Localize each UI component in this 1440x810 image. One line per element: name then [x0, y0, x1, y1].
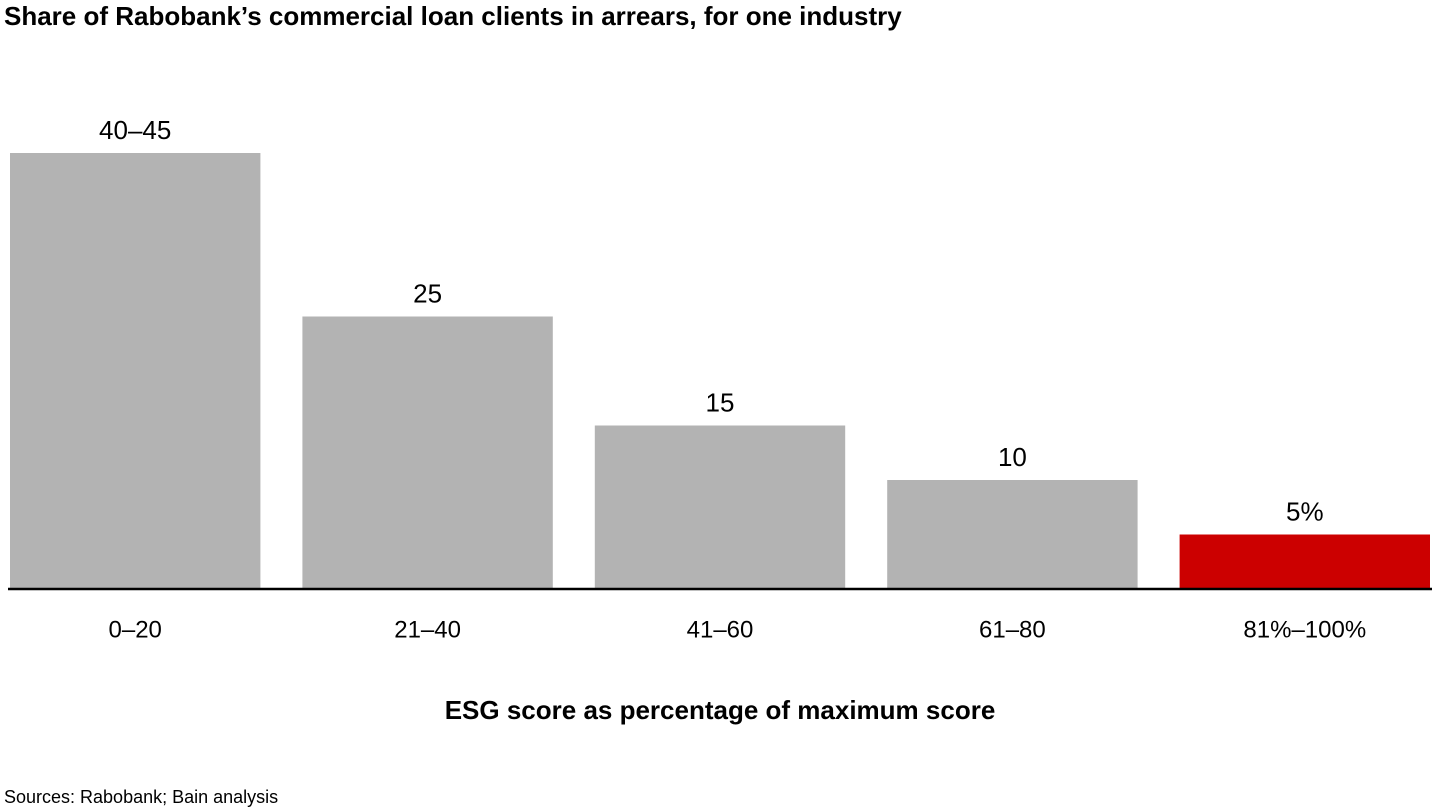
source-note: Sources: Rabobank; Bain analysis — [4, 787, 278, 807]
data-label: 10 — [998, 442, 1027, 472]
data-label: 5% — [1286, 496, 1324, 526]
x-axis-title: ESG score as percentage of maximum score — [445, 695, 996, 725]
chart-title: Share of Rabobank’s commercial loan clie… — [4, 1, 902, 31]
bar — [887, 480, 1138, 589]
bar — [1179, 534, 1430, 589]
bar — [594, 425, 846, 589]
x-tick-label: 0–20 — [109, 616, 162, 643]
x-tick-label: 61–80 — [979, 616, 1046, 643]
x-tick-label: 81%–100% — [1243, 616, 1366, 643]
bar — [302, 316, 553, 589]
x-tick-label: 21–40 — [394, 616, 461, 643]
bar — [10, 153, 261, 589]
data-label: 15 — [706, 387, 735, 417]
data-label: 40–45 — [99, 115, 171, 145]
x-tick-label: 41–60 — [687, 616, 754, 643]
data-label: 25 — [413, 278, 442, 308]
